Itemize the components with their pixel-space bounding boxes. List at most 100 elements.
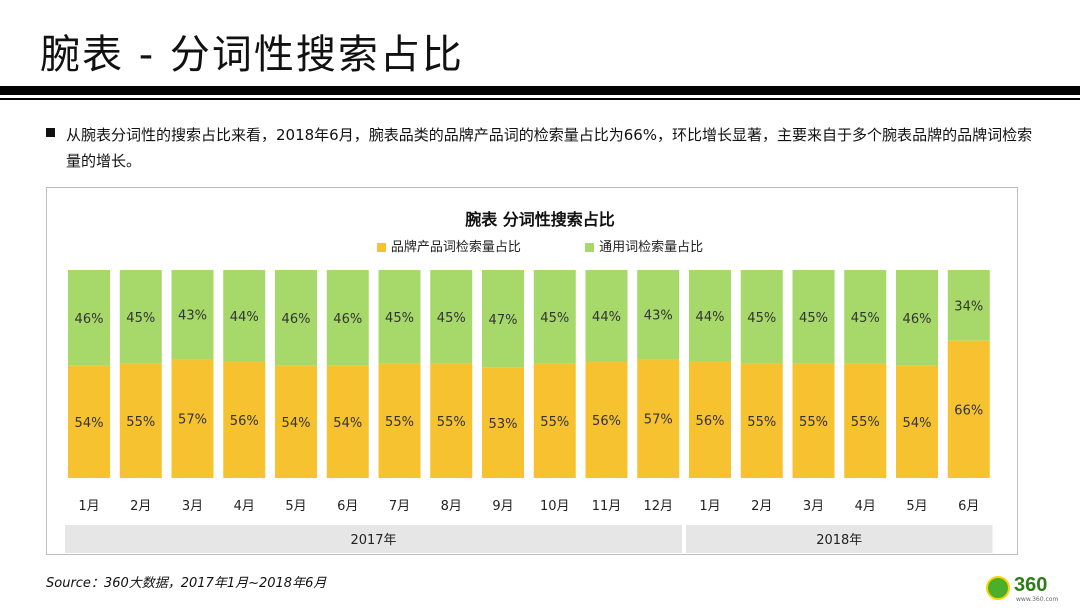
bar-generic-4	[223, 270, 266, 362]
summary-text: 从腕表分词性的搜索占比来看，2018年6月，腕表品类的品牌产品词的检索量占比为6…	[66, 126, 1033, 170]
bar-brand-17	[896, 365, 938, 478]
logo-circle-icon	[986, 576, 1010, 600]
label-generic-18: 34%	[954, 299, 983, 314]
category-label-9: 9月	[492, 499, 513, 514]
bar-generic-16	[844, 270, 887, 364]
label-brand-11: 56%	[592, 414, 621, 429]
label-generic-6: 46%	[333, 312, 362, 327]
bar-generic-7	[378, 270, 421, 364]
logo-text: 360	[1014, 574, 1048, 596]
label-brand-18: 66%	[954, 403, 983, 418]
category-label-5: 5月	[285, 499, 306, 514]
category-label-10: 10月	[540, 499, 570, 514]
bar-brand-7	[378, 363, 421, 478]
label-generic-1: 46%	[75, 312, 104, 327]
label-generic-15: 45%	[799, 311, 828, 326]
label-brand-8: 55%	[437, 415, 466, 430]
bar-generic-9	[482, 270, 524, 368]
bar-brand-13	[689, 361, 731, 478]
label-generic-4: 44%	[230, 310, 259, 325]
bar-brand-4	[223, 361, 266, 478]
bar-brand-15	[792, 363, 835, 478]
bar-brand-18	[947, 340, 990, 478]
source-note: Source：360大数据，2017年1月~2018年6月	[46, 576, 327, 591]
bullet-square-icon	[46, 128, 55, 137]
bar-generic-14	[740, 270, 783, 364]
category-label-3: 3月	[182, 499, 203, 514]
legend-label-brand: 品牌产品词检索量占比	[390, 240, 521, 255]
label-generic-3: 43%	[178, 309, 207, 324]
bar-generic-6	[326, 270, 369, 366]
category-label-6: 6月	[337, 499, 358, 514]
bar-generic-5	[275, 270, 317, 366]
label-brand-16: 55%	[851, 415, 880, 430]
label-brand-7: 55%	[385, 415, 414, 430]
label-generic-8: 45%	[437, 311, 466, 326]
category-label-15: 3月	[803, 499, 824, 514]
bar-generic-13	[689, 270, 731, 362]
category-label-2: 2月	[130, 499, 151, 514]
label-generic-9: 47%	[489, 313, 518, 328]
bar-generic-1	[68, 270, 110, 366]
label-brand-2: 55%	[126, 415, 155, 430]
chart-title: 腕表 分词性搜索占比	[465, 210, 615, 229]
category-label-4: 4月	[234, 499, 255, 514]
bar-brand-11	[585, 361, 628, 478]
label-brand-15: 55%	[799, 415, 828, 430]
bar-brand-8	[430, 363, 473, 478]
label-generic-5: 46%	[282, 312, 311, 327]
category-label-12: 12月	[643, 499, 673, 514]
year-band-1	[65, 525, 682, 553]
label-brand-4: 56%	[230, 414, 259, 429]
label-brand-12: 57%	[644, 413, 673, 428]
bar-generic-8	[430, 270, 473, 364]
bar-generic-2	[119, 270, 162, 364]
bar-brand-2	[119, 363, 162, 478]
title-rule-thin	[0, 98, 1080, 100]
bar-brand-10	[533, 363, 576, 478]
category-label-8: 8月	[441, 499, 462, 514]
category-label-1: 1月	[78, 499, 99, 514]
category-label-7: 7月	[389, 499, 410, 514]
title-rule-thick	[0, 86, 1080, 95]
bar-brand-3	[171, 359, 214, 478]
bar-generic-12	[637, 270, 680, 360]
bar-generic-3	[171, 270, 214, 360]
bar-brand-14	[740, 363, 783, 478]
label-brand-17: 54%	[903, 416, 932, 431]
brand-logo: 360 www.360.com	[986, 574, 1066, 604]
label-generic-2: 45%	[126, 311, 155, 326]
bar-brand-16	[844, 363, 887, 478]
label-generic-7: 45%	[385, 311, 414, 326]
logo-subtext: www.360.com	[1016, 596, 1059, 603]
category-label-13: 1月	[699, 499, 720, 514]
chart-legend: 品牌产品词检索量占比 通用词检索量占比	[0, 236, 1080, 255]
year-label-1: 2017年	[350, 533, 396, 548]
label-generic-17: 46%	[903, 312, 932, 327]
label-generic-16: 45%	[851, 311, 880, 326]
category-label-17: 5月	[906, 499, 927, 514]
label-brand-9: 53%	[489, 417, 518, 432]
year-label-2: 2018年	[816, 533, 862, 548]
category-label-11: 11月	[592, 499, 622, 514]
bar-generic-11	[585, 270, 628, 362]
page-title: 腕表 - 分词性搜索占比	[40, 32, 464, 78]
bar-generic-17	[896, 270, 938, 366]
label-generic-10: 45%	[540, 311, 569, 326]
label-brand-13: 56%	[696, 414, 725, 429]
legend-item-generic: 通用词检索量占比	[585, 236, 703, 255]
label-brand-14: 55%	[747, 415, 776, 430]
label-generic-13: 44%	[696, 310, 725, 325]
label-brand-6: 54%	[333, 416, 362, 431]
legend-label-generic: 通用词检索量占比	[599, 240, 704, 255]
label-brand-5: 54%	[282, 416, 311, 431]
label-brand-1: 54%	[75, 416, 104, 431]
bar-brand-6	[326, 365, 369, 478]
bar-generic-18	[947, 270, 990, 341]
bar-brand-1	[68, 365, 110, 478]
label-generic-11: 44%	[592, 310, 621, 325]
legend-swatch-generic	[585, 243, 595, 252]
legend-swatch-brand	[376, 243, 386, 252]
legend-item-brand: 品牌产品词检索量占比	[376, 236, 521, 255]
